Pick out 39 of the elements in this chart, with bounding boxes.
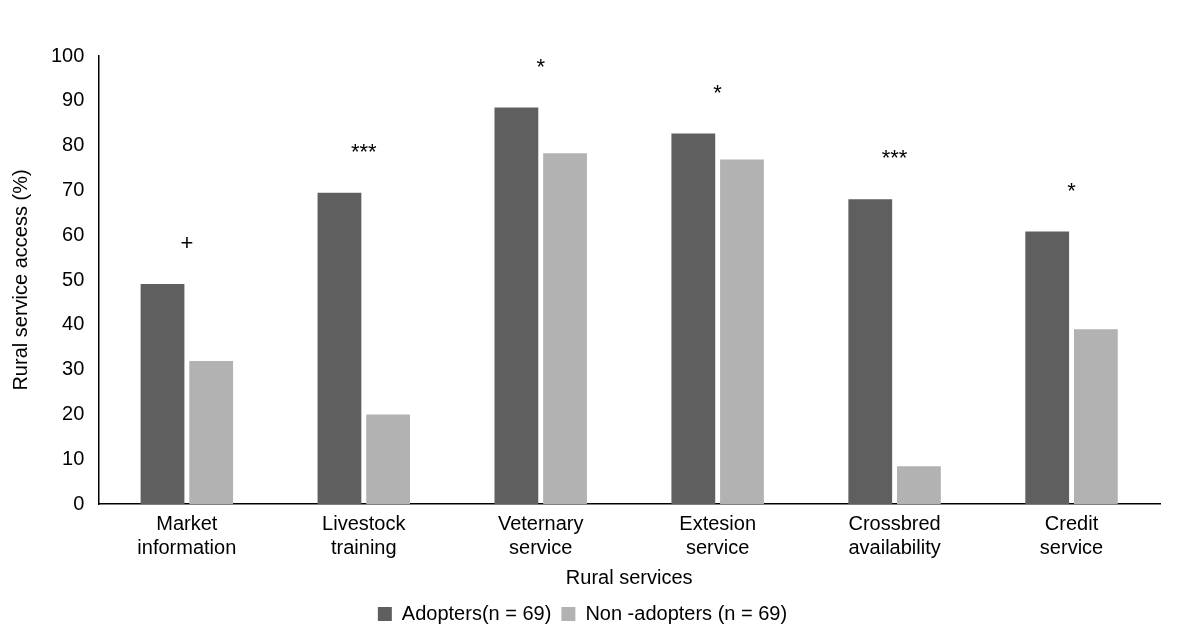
bar [671,133,716,504]
bar [317,192,362,504]
x-tick-label: Veternary service [497,511,584,558]
y-tick-label: 40 [62,312,85,335]
bar [543,153,587,504]
annotation: * [536,53,546,79]
x-tick-label: Market information [137,511,237,558]
y-axis-title: Rural service access (%) [8,169,31,391]
y-tick-label: 70 [62,177,85,200]
x-tick-label: Extesion service [679,511,757,558]
y-tick-label: 80 [62,133,85,156]
legend-label: Non -adopters (n = 69) [585,601,788,624]
y-tick-label: 50 [62,267,85,290]
x-tick-label: Credit service [1039,511,1104,558]
y-tick-label: 10 [62,446,85,469]
bar [189,361,234,504]
annotation: * [1067,177,1077,203]
bar [720,159,764,504]
legend-label: Adopters(n = 69) [401,601,552,624]
y-tick-label: 90 [62,88,85,111]
y-tick-label: 60 [62,222,85,245]
annotation: + [180,230,194,256]
bar [140,284,185,504]
x-axis-title: Rural services [565,565,693,588]
annotation: * [713,79,723,105]
bar [1073,329,1118,504]
bar [897,466,941,504]
bar [848,199,893,504]
x-tick-label: Crossbred availability [848,511,941,558]
annotation: *** [350,138,378,164]
bar [494,107,539,504]
bar [366,414,410,504]
y-tick-label: 0 [73,491,85,514]
annotation: *** [881,145,908,171]
y-tick-label: 30 [62,357,85,380]
y-tick-label: 100 [50,43,85,66]
bar [1025,231,1070,504]
x-tick-label: Livestock training [322,511,407,558]
y-tick-label: 20 [62,401,85,424]
